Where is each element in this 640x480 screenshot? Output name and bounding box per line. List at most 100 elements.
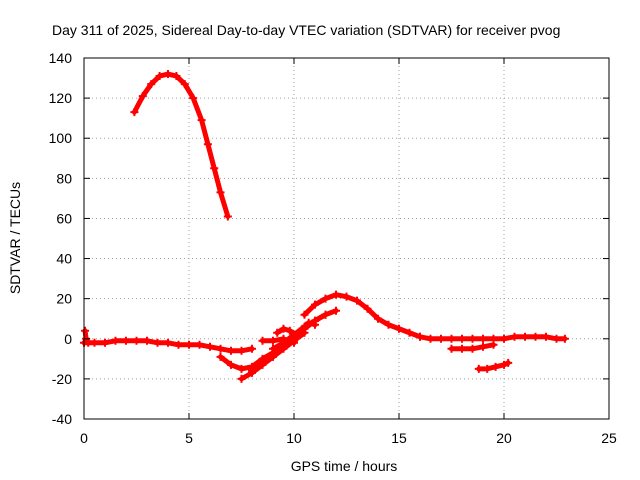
series-arc-dip-20 xyxy=(447,340,498,353)
grid xyxy=(84,58,609,419)
data-point xyxy=(285,326,294,335)
y-tick-label: 60 xyxy=(56,210,72,226)
data-point xyxy=(353,296,361,305)
x-tick-label: 0 xyxy=(80,430,88,446)
series-arc-knot xyxy=(273,318,319,339)
data-point xyxy=(185,340,193,349)
data-point xyxy=(437,334,445,343)
y-tick-label: -40 xyxy=(52,411,72,427)
data-point xyxy=(500,360,508,369)
data-point xyxy=(197,116,206,125)
data-point xyxy=(258,358,267,367)
x-axis-title: GPS time / hours xyxy=(291,458,398,474)
x-tick-label: 15 xyxy=(391,430,407,446)
series-arc-high xyxy=(130,70,232,221)
x-tick-label: 20 xyxy=(496,430,512,446)
data-point xyxy=(474,364,483,373)
y-axis-title: SDTVAR / TECUs xyxy=(7,182,23,294)
data-point xyxy=(237,346,246,355)
series-arc-wiggle xyxy=(258,334,298,347)
data-point xyxy=(468,344,477,353)
series-arc-tail xyxy=(416,332,569,343)
data-point xyxy=(237,374,246,383)
y-tick-label: 80 xyxy=(56,170,72,186)
data-point xyxy=(363,304,372,313)
data-point xyxy=(227,346,235,355)
series-line xyxy=(260,336,297,346)
x-tick-label: 5 xyxy=(185,430,193,446)
data-point xyxy=(132,336,141,345)
data-point xyxy=(542,332,550,341)
x-tick-label: 25 xyxy=(601,430,617,446)
data-point xyxy=(269,344,277,353)
y-tick-label: 100 xyxy=(49,130,73,146)
x-tick-label: 10 xyxy=(286,430,302,446)
data-point xyxy=(153,338,162,347)
data-point xyxy=(531,332,540,341)
data-point xyxy=(332,290,340,299)
data-point xyxy=(560,334,569,343)
data-point xyxy=(111,336,120,345)
data-layer xyxy=(80,70,569,383)
data-point xyxy=(164,338,172,347)
ticks: 0 5 10 15 20 25 -40 -20 0 20 40 60 80 100 120 140 xyxy=(49,50,617,446)
y-tick-label: 40 xyxy=(56,251,72,267)
data-point xyxy=(521,332,529,341)
data-point xyxy=(510,332,519,341)
data-point xyxy=(122,336,130,345)
data-point xyxy=(237,364,246,373)
y-tick-label: -20 xyxy=(52,371,72,387)
data-point xyxy=(206,342,214,351)
data-point xyxy=(273,328,282,337)
data-point xyxy=(147,80,156,89)
data-point xyxy=(227,360,235,369)
data-point xyxy=(552,334,561,343)
y-tick-label: 20 xyxy=(56,291,72,307)
data-point xyxy=(203,140,212,149)
data-point xyxy=(180,80,189,89)
data-point xyxy=(210,164,219,173)
data-point xyxy=(189,94,198,103)
data-point xyxy=(216,188,225,197)
series-line xyxy=(218,350,276,372)
data-point xyxy=(195,340,204,349)
data-point xyxy=(174,340,183,349)
data-point xyxy=(258,336,267,345)
data-point xyxy=(248,344,256,353)
data-point xyxy=(292,330,301,339)
data-point xyxy=(416,332,424,341)
data-point xyxy=(321,310,330,319)
data-point xyxy=(468,334,477,343)
chart-title: Day 311 of 2025, Sidereal Day-to-day VTE… xyxy=(52,22,560,38)
data-point xyxy=(426,334,435,343)
data-point xyxy=(491,362,500,371)
data-point xyxy=(405,328,414,337)
series-arc-short xyxy=(474,358,513,373)
data-point xyxy=(447,344,456,353)
data-point xyxy=(172,72,181,81)
data-point xyxy=(304,318,313,327)
y-tick-label: 120 xyxy=(49,90,73,106)
data-point xyxy=(155,72,164,81)
data-point xyxy=(164,70,172,79)
data-point xyxy=(101,338,109,347)
data-point xyxy=(458,344,466,353)
data-point xyxy=(279,324,288,333)
y-tick-label: 140 xyxy=(49,50,73,66)
data-point xyxy=(216,352,225,361)
data-point xyxy=(311,300,319,309)
data-point xyxy=(504,358,513,367)
data-point xyxy=(216,344,225,353)
data-point xyxy=(384,320,393,329)
data-point xyxy=(395,324,403,333)
plot-frame xyxy=(83,57,610,420)
data-point xyxy=(223,212,232,221)
data-point xyxy=(321,294,330,303)
data-point xyxy=(489,340,498,349)
data-point xyxy=(298,324,307,333)
data-point xyxy=(138,92,147,101)
data-point xyxy=(290,338,298,347)
data-point xyxy=(374,314,382,323)
